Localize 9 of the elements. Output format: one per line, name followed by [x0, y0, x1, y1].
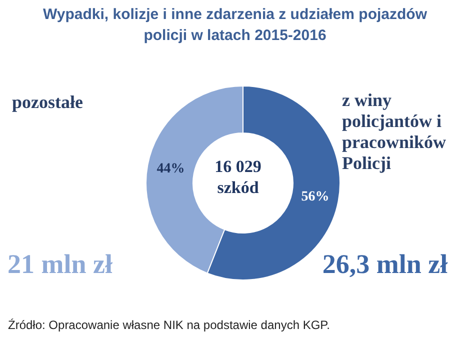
chart-title: Wypadki, kolizje i inne zdarzenia z udziałem pojazdów policji w latach 2015-2016: [42, 5, 428, 46]
data-label: 44%: [156, 162, 185, 177]
text: Źródło: Opracowanie własne NIK na podstawie danych KGP.: [8, 318, 331, 332]
text: 26,3 mln zł: [321, 248, 449, 280]
slice-label: z winy policjantów i pracowników Policji: [342, 90, 448, 174]
data-label: 56%: [301, 189, 330, 204]
text: 16 029 szkód: [214, 156, 262, 198]
slice-label: pozostałe: [12, 92, 84, 113]
text: 21 mln zł: [6, 248, 114, 280]
